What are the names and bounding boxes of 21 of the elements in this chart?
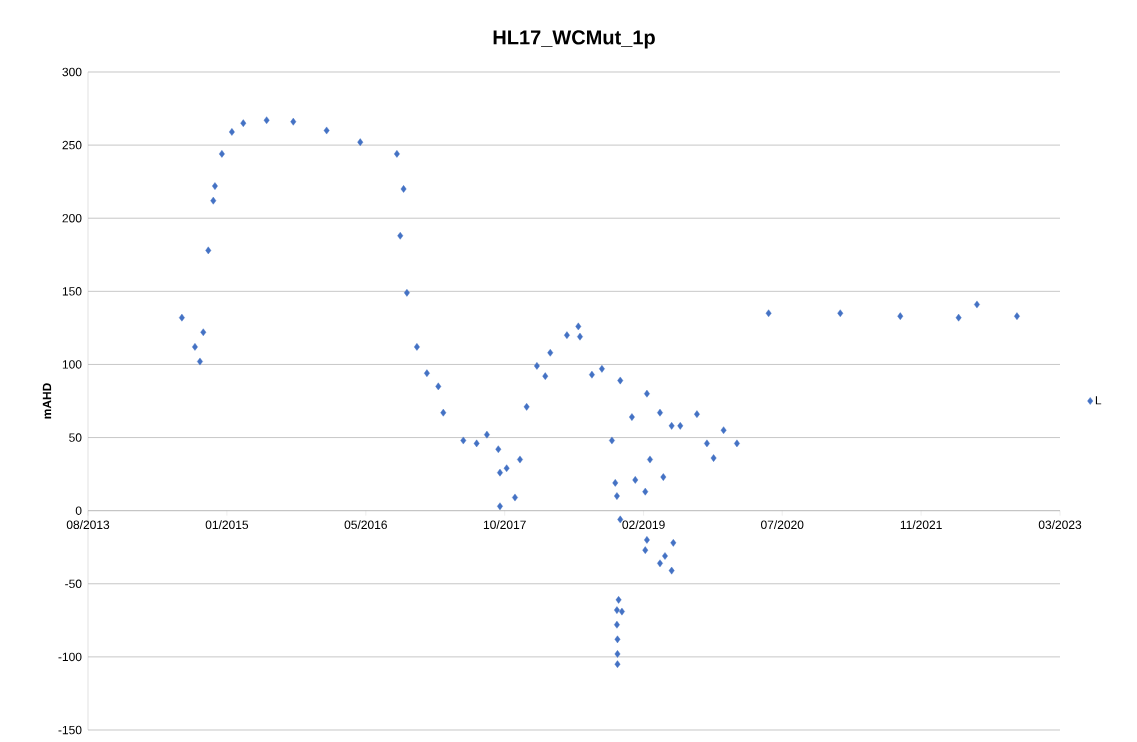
y-tick-label: 50 bbox=[69, 433, 82, 442]
chart-title: HL17_WCMut_1p bbox=[493, 30, 655, 49]
y-tick-label: 250 bbox=[62, 140, 82, 150]
legend-label: L bbox=[1095, 396, 1102, 405]
y-tick-label: 100 bbox=[62, 360, 82, 369]
x-tick-label: 05/2016 bbox=[344, 520, 387, 529]
x-tick-label: 07/2020 bbox=[761, 520, 804, 529]
y-tick-label: -50 bbox=[65, 579, 82, 589]
x-tick-label: 10/2017 bbox=[483, 520, 526, 529]
y-tick-label: 300 bbox=[62, 67, 82, 77]
x-tick-label: 02/2019 bbox=[622, 520, 665, 529]
y-tick-label: 200 bbox=[62, 213, 82, 223]
x-tick-label: 01/2015 bbox=[205, 520, 249, 529]
y-axis-title: mAHD bbox=[42, 383, 52, 419]
y-tick-label: 150 bbox=[62, 287, 82, 296]
y-tick-label: 0 bbox=[75, 506, 82, 515]
x-tick-label: 11/2021 bbox=[900, 520, 942, 529]
x-tick-label: 08/2013 bbox=[66, 520, 110, 529]
y-tick-label: -150 bbox=[58, 725, 82, 735]
y-tick-label: -100 bbox=[58, 652, 82, 662]
x-tick-label: 03/2023 bbox=[1038, 520, 1082, 529]
